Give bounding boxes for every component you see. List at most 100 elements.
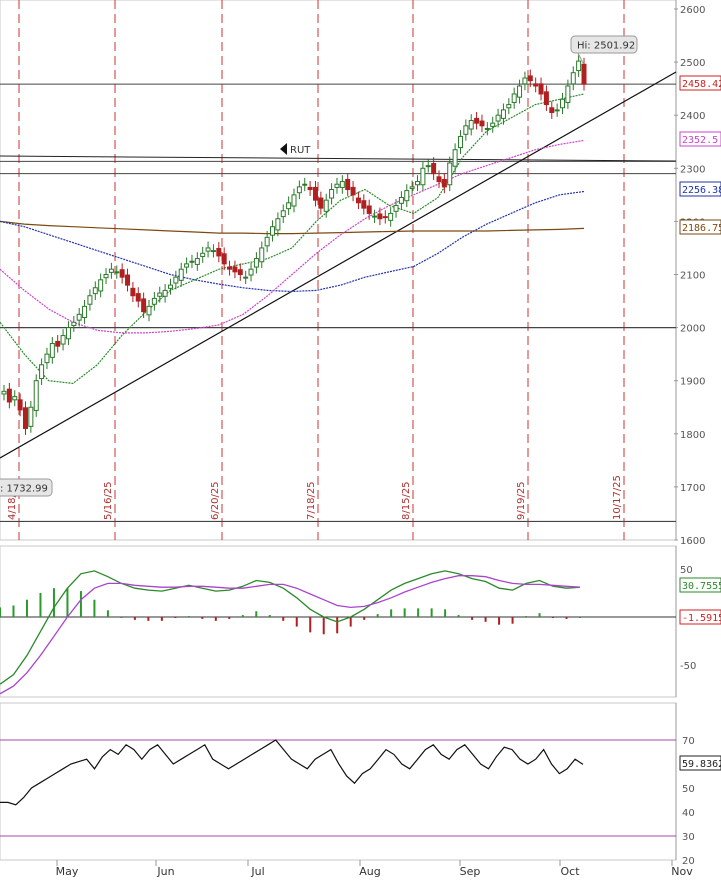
macd-histogram-bar — [241, 615, 244, 617]
candle-body — [119, 269, 125, 278]
low-label-text: : 1732.99 — [0, 484, 48, 495]
candle-body — [431, 163, 437, 175]
macd-histogram-bar — [390, 609, 393, 617]
candle-body — [447, 162, 453, 186]
candle-body — [538, 83, 544, 95]
macd-line — [0, 570, 581, 685]
candle-body — [484, 127, 490, 130]
price-annotations: Hi: 2501.92 : 1732.99 RUT — [0, 35, 638, 497]
candle-body — [98, 279, 104, 292]
candle-body — [404, 190, 410, 202]
candle-body — [323, 199, 329, 212]
candle-body — [474, 117, 480, 124]
macd-histogram-bar — [66, 588, 69, 617]
macd-histogram-bar — [120, 617, 123, 618]
candle-body — [237, 269, 243, 276]
price-tick-label: 1700 — [680, 483, 705, 494]
price-tag-blue-text: 2256.38 — [682, 185, 721, 196]
month-label: Aug — [359, 865, 380, 878]
rsi-tick-label: 50 — [682, 784, 695, 795]
macd-histogram-bar — [511, 617, 514, 624]
price-tick-label: 2500 — [680, 58, 705, 69]
candle-body — [570, 72, 576, 85]
candle-body — [227, 266, 233, 270]
candle-body — [33, 380, 39, 411]
macd-histogram-bar — [295, 617, 298, 627]
candle-body — [463, 125, 469, 135]
candle-body — [286, 202, 292, 210]
candle-body — [92, 287, 98, 295]
candle-body — [318, 197, 324, 209]
symbol-label-text: RUT — [290, 145, 311, 156]
candle-body — [178, 268, 184, 281]
month-label: Jun — [156, 865, 174, 878]
macd-histogram-bar — [417, 608, 420, 617]
candle-body — [302, 183, 308, 186]
candle-body — [12, 396, 18, 401]
candle-body — [436, 176, 442, 183]
macd-histogram-bar — [579, 617, 581, 618]
triangle-left-icon — [280, 143, 287, 155]
candle-body — [393, 204, 399, 212]
low-label: : 1732.99 — [0, 478, 53, 497]
macd-tick-label: -50 — [680, 661, 696, 672]
candle-body — [339, 181, 345, 188]
candle-body — [141, 298, 147, 313]
macd-tag-green: 30.7555 — [679, 577, 721, 593]
macd-histogram-bar — [498, 617, 501, 625]
candle-body — [194, 258, 200, 265]
candle-body — [167, 284, 173, 289]
price-tag-blue: 2256.38 — [679, 181, 721, 197]
macd-histogram-bar — [268, 615, 271, 617]
candle-body — [205, 247, 211, 252]
candle-body — [114, 271, 120, 274]
price-tick-label: 2400 — [680, 111, 705, 122]
price-tick-label: 1900 — [680, 377, 705, 388]
candle-body — [291, 194, 297, 207]
candle-body — [130, 287, 136, 297]
candle-body — [146, 305, 152, 316]
candle-body — [366, 205, 372, 214]
macd-histogram-bar — [147, 617, 150, 621]
price-tag-magenta-text: 2352.5 — [682, 135, 718, 146]
candle-body — [22, 407, 28, 429]
candle-body — [253, 258, 259, 268]
candle-body — [468, 120, 474, 130]
macd-histogram-bar — [39, 593, 42, 617]
candle-body — [495, 114, 501, 122]
candle-body — [576, 60, 582, 72]
macd-histogram-bar — [484, 617, 487, 622]
macd-histogram-bar — [160, 617, 163, 621]
candle-body — [264, 236, 270, 247]
macd-histogram-bar — [349, 617, 352, 627]
macd-histogram-bar — [133, 617, 136, 620]
macd-histogram-bar — [363, 617, 366, 620]
macd-histogram-bar — [106, 610, 109, 617]
rsi-tick-label: 20 — [682, 856, 695, 867]
candle-body — [232, 266, 238, 273]
price-tag-brown-text: 2186.75 — [682, 223, 721, 234]
price-panel: 1600170018001900200021002200230024002500… — [0, 0, 705, 547]
trend-line — [0, 71, 677, 459]
candle-body — [543, 91, 549, 106]
candle-body — [372, 215, 378, 218]
candle-body — [527, 75, 533, 82]
candle-body — [108, 268, 114, 273]
candle-body — [581, 63, 587, 85]
macd-histogram-bar — [79, 591, 82, 617]
price-tick-label: 1600 — [680, 536, 705, 547]
candle-body — [312, 186, 318, 201]
rsi-tick-label: 70 — [682, 736, 695, 747]
month-label: Nov — [671, 865, 693, 878]
candle-body — [6, 388, 12, 403]
high-label: Hi: 2501.92 — [570, 35, 638, 64]
candle-body — [452, 149, 458, 167]
candle-body — [500, 109, 506, 119]
candle-body — [65, 327, 71, 340]
macd-histogram-bar — [403, 608, 406, 617]
candle-body — [259, 247, 265, 263]
event-label: 10/17/25 — [612, 475, 623, 520]
candle-body — [87, 295, 93, 305]
macd-histogram-bar — [228, 617, 231, 619]
